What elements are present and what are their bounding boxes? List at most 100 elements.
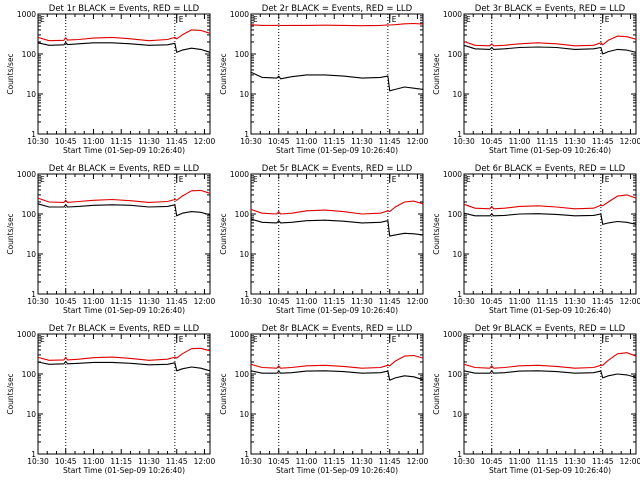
x-tick-label: 11:00 [509, 297, 531, 306]
x-tick-label: 12:00 [620, 297, 640, 306]
chart-panel: Det 7r BLACK = Events, RED = LLD 1 10 100 10… [6, 324, 215, 475]
x-tick-label: 10:45 [481, 137, 503, 146]
x-tick-label: 11:45 [166, 137, 188, 146]
event-marker-label: E [179, 335, 184, 344]
x-tick-label: 11:45 [166, 297, 188, 306]
plot-frame [250, 173, 424, 295]
y-axis-label: Counts/sec [6, 213, 15, 254]
x-tick-label: 10:45 [481, 457, 503, 466]
x-tick-label: 10:45 [481, 297, 503, 306]
chart-title: Det 8r BLACK = Events, RED = LLD [262, 324, 413, 334]
x-tick-label: 10:45 [55, 297, 77, 306]
y-tick-label: 1000 [17, 170, 36, 179]
y-tick-label: 1 [31, 450, 36, 459]
chart-title: Det 7r BLACK = Events, RED = LLD [49, 324, 200, 334]
x-tick-label: 11:15 [323, 297, 345, 306]
x-tick-label: 11:30 [138, 297, 160, 306]
series-line [37, 347, 211, 361]
x-axis-label: Start Time (01-Sep-09 10:26:40) [489, 146, 611, 155]
x-tick-label: 11:45 [379, 457, 401, 466]
plot-frame [37, 173, 211, 295]
y-axis-label: Counts/sec [432, 53, 441, 94]
y-tick-label: 1 [244, 130, 249, 139]
x-tick-label: 11:30 [564, 457, 586, 466]
x-axis-label: Start Time (01-Sep-09 10:26:40) [63, 146, 185, 155]
series-line [37, 29, 211, 42]
x-tick-label: 11:30 [351, 297, 373, 306]
chart-title: Det 9r BLACK = Events, RED = LLD [475, 324, 626, 334]
series-line [463, 370, 637, 379]
event-marker-label: E [392, 335, 397, 344]
chart-panel: Det 3r BLACK = Events, RED = LLD 1 10 100 10… [432, 4, 640, 155]
plot-frame [463, 333, 637, 455]
y-axis-label: Counts/sec [219, 213, 228, 254]
event-marker-label: E [605, 335, 610, 344]
series-line [250, 370, 424, 381]
x-tick-label: 10:30 [453, 457, 475, 466]
x-tick-label: 11:30 [138, 137, 160, 146]
chart-panel: Det 4r BLACK = Events, RED = LLD 1 10 100 10… [6, 164, 215, 315]
x-tick-label: 12:00 [620, 137, 640, 146]
y-tick-label: 1 [31, 290, 36, 299]
x-tick-label: 10:30 [240, 297, 262, 306]
x-tick-label: 11:00 [509, 457, 531, 466]
y-tick-label: 100 [448, 370, 463, 379]
x-tick-label: 10:45 [55, 137, 77, 146]
event-marker-label: E [40, 175, 45, 184]
event-marker-label: E [392, 175, 397, 184]
x-axis-label: Start Time (01-Sep-09 10:26:40) [489, 306, 611, 315]
y-tick-label: 100 [448, 210, 463, 219]
series-line [463, 352, 637, 369]
y-tick-label: 10 [26, 250, 36, 259]
series-line [463, 194, 637, 210]
x-tick-label: 12:00 [194, 297, 216, 306]
y-tick-label: 10 [26, 90, 36, 99]
x-tick-label: 12:00 [407, 137, 429, 146]
x-tick-label: 12:00 [407, 297, 429, 306]
chart-title: Det 4r BLACK = Events, RED = LLD [49, 164, 200, 174]
y-axis-label: Counts/sec [6, 53, 15, 94]
event-marker-label: E [466, 335, 471, 344]
series-line [250, 200, 424, 215]
x-tick-label: 12:00 [194, 137, 216, 146]
series-line [37, 41, 211, 53]
event-marker-label: E [253, 335, 258, 344]
series-line [37, 189, 211, 203]
y-tick-label: 1 [457, 130, 462, 139]
event-marker-label: E [605, 15, 610, 24]
y-axis-label: Counts/sec [432, 373, 441, 414]
x-tick-label: 11:45 [592, 297, 614, 306]
x-tick-label: 11:15 [536, 297, 558, 306]
plot-frame [463, 173, 637, 295]
x-tick-label: 10:30 [453, 297, 475, 306]
x-tick-label: 11:30 [138, 457, 160, 466]
chart-title: Det 3r BLACK = Events, RED = LLD [475, 4, 626, 14]
y-tick-label: 1 [244, 450, 249, 459]
y-tick-label: 100 [235, 50, 250, 59]
chart-panel: Det 9r BLACK = Events, RED = LLD 1 10 100 10… [432, 324, 640, 475]
x-tick-label: 11:15 [110, 457, 132, 466]
x-tick-label: 11:00 [296, 137, 318, 146]
x-tick-label: 11:15 [536, 137, 558, 146]
y-tick-label: 10 [239, 410, 249, 419]
event-marker-label: E [40, 15, 45, 24]
event-marker-label: E [179, 175, 184, 184]
x-tick-label: 10:45 [55, 457, 77, 466]
y-tick-label: 1000 [443, 10, 462, 19]
x-tick-label: 11:15 [110, 297, 132, 306]
y-tick-label: 10 [452, 250, 462, 259]
x-tick-label: 12:00 [194, 457, 216, 466]
chart-title: Det 5r BLACK = Events, RED = LLD [262, 164, 413, 174]
y-tick-label: 1000 [230, 170, 249, 179]
x-axis-label: Start Time (01-Sep-09 10:26:40) [63, 306, 185, 315]
y-tick-label: 100 [235, 370, 250, 379]
x-tick-label: 10:45 [268, 137, 290, 146]
chart-title: Det 6r BLACK = Events, RED = LLD [475, 164, 626, 174]
x-tick-label: 11:00 [83, 297, 105, 306]
y-tick-label: 1000 [230, 10, 249, 19]
event-marker-label: E [392, 15, 397, 24]
y-tick-label: 1000 [443, 330, 462, 339]
y-axis-label: Counts/sec [6, 373, 15, 414]
chart-panel: Det 8r BLACK = Events, RED = LLD 1 10 100 10… [219, 324, 428, 475]
series-line [250, 71, 424, 92]
